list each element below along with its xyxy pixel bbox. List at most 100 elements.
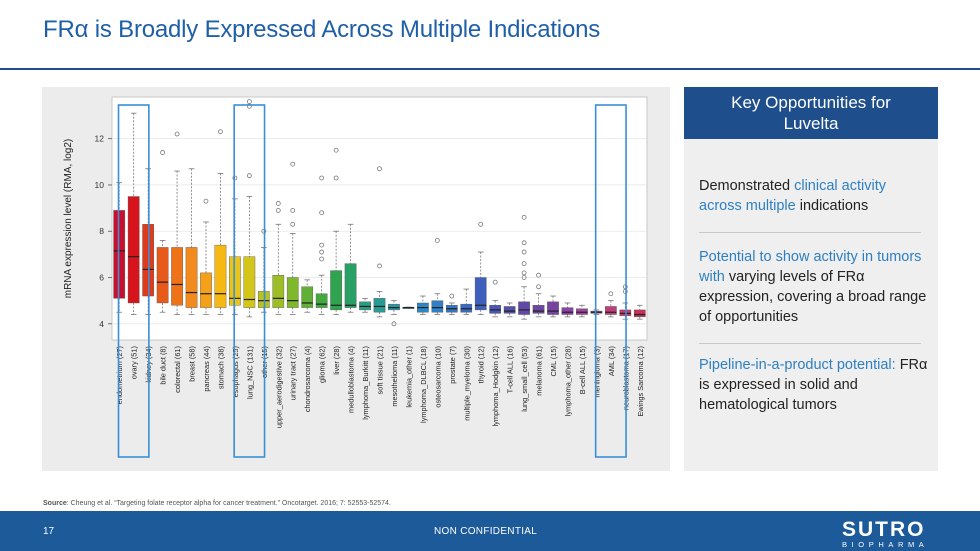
opportunity-3-highlight: Pipeline-in-a-product potential: (699, 357, 896, 373)
category-label: lymphoma_other (28) (563, 346, 572, 416)
opportunity-item-1: Demonstrated clinical activity across mu… (699, 176, 931, 216)
box (301, 286, 314, 308)
box (474, 277, 487, 311)
opportunity-item-2: Potential to show activity in tumors wit… (699, 247, 931, 327)
highlight-frame (117, 104, 150, 458)
outlier-point (434, 238, 440, 243)
outlier-point (319, 175, 325, 181)
panel-header-text: Key Opportunities for Luvelta (731, 93, 891, 133)
outlier-point (536, 284, 541, 290)
category-label: chondrosarcoma (4) (303, 346, 312, 412)
opportunity-2-post: varying levels of FRα expression, coveri… (699, 269, 927, 325)
box (171, 247, 183, 306)
outlier-point (521, 270, 527, 276)
box (272, 274, 285, 308)
category-label: soft tissue (21) (376, 346, 385, 394)
category-label: bile duct (8) (159, 346, 168, 385)
outlier-point (290, 208, 296, 213)
category-label: multiple_myeloma (30) (462, 346, 471, 421)
box (315, 293, 328, 308)
outlier-point (492, 279, 498, 285)
page-number: 17 (43, 526, 55, 537)
opportunity-1-highlight: clinical activity across multiple (699, 178, 886, 214)
category-label: glioma (62) (318, 346, 327, 383)
outlier-point (174, 131, 180, 137)
title-divider (0, 68, 980, 70)
outlier-point (478, 221, 484, 227)
opportunity-1-pre: Demonstrated (699, 178, 795, 194)
boxplot-chart: 4 6 8 10 12 mRNA expression level (RMA, log2)… (42, 87, 670, 471)
highlight-frame (233, 104, 266, 458)
category-label: ovary (51) (130, 346, 139, 379)
box (330, 270, 342, 311)
outlier-point (521, 240, 527, 246)
box (344, 263, 357, 308)
box (243, 256, 256, 308)
outlier-point (319, 242, 325, 248)
box (547, 301, 559, 315)
outlier-point (521, 214, 527, 220)
category-label: stomach (38) (216, 346, 225, 389)
box (605, 306, 617, 315)
outlier-point (290, 221, 296, 227)
logo-subtitle: BIOPHARMA (842, 540, 929, 549)
outlier-point (319, 210, 325, 216)
category-label: B-cell ALL (15) (578, 346, 587, 394)
highlight-frame (594, 104, 627, 458)
category-label: upper_aerodigestive (32) (274, 346, 283, 428)
outlier-point (319, 249, 325, 255)
category-label: lymphoma_Burkitt (11) (361, 346, 370, 420)
outlier-point (218, 129, 223, 135)
slide-title: FRα is Broadly Expressed Across Multiple… (43, 16, 601, 43)
category-label: medulloblastoma (4) (347, 346, 356, 413)
outlier-point (333, 175, 339, 181)
outlier-point (521, 275, 527, 280)
box (200, 272, 212, 308)
opportunity-item-3: Pipeline-in-a-product potential: FRα is … (699, 355, 931, 415)
category-label: meningioma (3) (592, 346, 601, 397)
opportunity-divider (699, 343, 921, 344)
panel-header: Key Opportunities for Luvelta (684, 87, 938, 139)
box (532, 305, 545, 314)
key-opportunities-panel: Key Opportunities for Luvelta Demonstrat… (684, 87, 938, 471)
opportunity-divider (699, 232, 921, 233)
company-logo: SUTRO BIOPHARMA (842, 518, 952, 549)
outlier-point (203, 198, 209, 204)
outlier-point (377, 166, 382, 172)
outlier-point (290, 161, 296, 167)
box (633, 309, 646, 318)
boxplot-svg: 4 6 8 10 12 mRNA expression level (RMA, log2)… (63, 96, 648, 458)
outlier-point (275, 201, 281, 206)
category-label: lymphoma_Hodgkin (12) (491, 346, 500, 427)
outlier-point (160, 150, 166, 155)
y-tick-label: 6 (99, 273, 104, 283)
category-label: T-cell ALL (16) (506, 346, 515, 393)
category-label: AML (34) (607, 346, 616, 376)
y-tick-label: 10 (95, 180, 105, 190)
source-citation: Source: Cheung et al. “Targeting folate … (43, 500, 391, 507)
confidentiality-label: NON CONFIDENTIAL (434, 526, 538, 537)
category-label: endometrium (27) (115, 346, 124, 404)
category-label: melanoma (61) (535, 346, 544, 396)
outlier-point (521, 261, 527, 267)
outlier-point (275, 208, 281, 213)
outlier-point (521, 249, 527, 255)
outlier-point (377, 263, 382, 269)
source-text: : Cheung et al. “Targeting folate recept… (66, 500, 391, 507)
category-label: leukemia_other (1) (404, 346, 413, 408)
box (518, 301, 530, 315)
category-label: liver (28) (332, 346, 341, 375)
category-label: colorectal (61) (173, 346, 182, 393)
category-label: prostate (7) (448, 346, 457, 384)
category-label: osteosarcoma (10) (433, 346, 442, 408)
category-label: esophagus (25) (231, 346, 240, 397)
opportunity-1-post: indications (795, 198, 869, 214)
y-tick-label: 8 (99, 226, 104, 236)
outlier-point (449, 293, 455, 299)
category-label: lung_small_cell (53) (520, 346, 529, 412)
box (156, 247, 169, 304)
opportunity-3-post: FRα is expressed in solid and hematologi… (699, 357, 928, 413)
y-tick-label: 4 (99, 319, 104, 329)
footer-bar: 17 NON CONFIDENTIAL SUTRO BIOPHARMA (0, 511, 980, 551)
outlier-point (246, 99, 252, 105)
